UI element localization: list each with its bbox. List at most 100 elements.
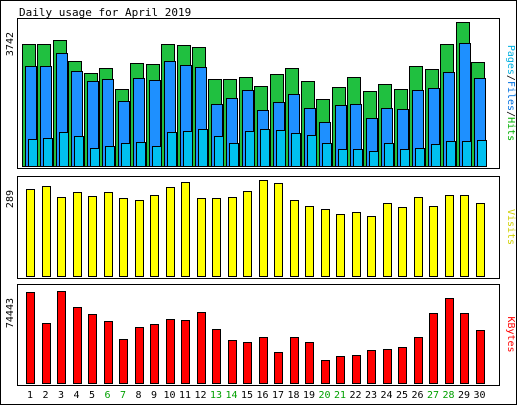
bar-pages-day-4	[74, 136, 84, 167]
hits-legend-part: Hits	[505, 117, 516, 141]
hits-legend-label: Pages/Files/Hits	[505, 45, 516, 141]
x-tick-label: 21	[334, 390, 346, 401]
bar-pages-day-28	[446, 141, 456, 167]
bar-pages-day-13	[214, 136, 224, 167]
bar-pages-day-12	[198, 129, 208, 167]
x-tick-label: 9	[151, 390, 157, 401]
bar-pages-day-14	[229, 143, 239, 167]
bar-kbytes-day-17	[274, 352, 283, 384]
bar-kbytes-day-1	[26, 292, 35, 384]
bar-kbytes-day-8	[135, 327, 144, 384]
series-visits-bars	[26, 180, 485, 277]
bar-pages-day-11	[183, 131, 193, 167]
bar-visits-day-26	[414, 197, 423, 277]
bar-kbytes-day-16	[259, 337, 268, 384]
bar-visits-day-19	[305, 206, 314, 277]
bar-pages-day-30	[477, 140, 487, 167]
bar-visits-day-5	[88, 196, 97, 277]
bar-pages-day-1	[28, 139, 38, 167]
hits-panel-frame	[17, 18, 500, 169]
bar-kbytes-day-2	[42, 323, 51, 384]
x-tick-label: 15	[241, 390, 253, 401]
x-tick-label: 13	[210, 390, 222, 401]
visits-legend-label: Visits	[505, 209, 516, 245]
x-tick-label: 17	[272, 390, 284, 401]
bar-kbytes-day-3	[57, 291, 66, 384]
bar-kbytes-day-4	[73, 307, 82, 384]
bar-visits-day-18	[290, 200, 299, 277]
x-tick-label: 24	[380, 390, 392, 401]
bar-visits-day-3	[57, 197, 66, 277]
bar-pages-day-10	[167, 132, 177, 167]
x-tick-label: 18	[287, 390, 299, 401]
bar-visits-day-25	[398, 207, 407, 277]
bar-kbytes-day-29	[460, 313, 469, 384]
kbytes-max-label: 74443	[5, 298, 16, 328]
bar-pages-day-8	[136, 142, 146, 167]
bar-kbytes-day-19	[305, 342, 314, 384]
x-tick-label: 8	[135, 390, 141, 401]
x-tick-label: 25	[396, 390, 408, 401]
kbytes-panel: 74443 KBytes	[5, 284, 516, 386]
bar-kbytes-day-14	[228, 340, 237, 384]
hits-legend-part: /	[505, 75, 516, 81]
bar-kbytes-day-18	[290, 337, 299, 384]
x-tick-label: 23	[365, 390, 377, 401]
bar-pages-day-2	[43, 138, 53, 167]
bar-visits-day-20	[321, 209, 330, 277]
bar-kbytes-day-25	[398, 347, 407, 384]
x-tick-label: 30	[473, 390, 485, 401]
bar-visits-day-12	[197, 198, 206, 277]
chart-title: Daily usage for April 2019	[19, 6, 191, 19]
bar-pages-day-21	[338, 149, 348, 167]
x-tick-label: 4	[73, 390, 79, 401]
bar-pages-day-20	[322, 143, 332, 167]
x-tick-label: 12	[194, 390, 206, 401]
bar-kbytes-day-9	[150, 324, 159, 384]
x-tick-label: 29	[458, 390, 470, 401]
bar-pages-day-9	[152, 146, 162, 167]
hits-legend-part: /	[505, 111, 516, 117]
x-tick-label: 2	[42, 390, 48, 401]
kbytes-legend-part: KBytes	[505, 316, 516, 352]
bar-visits-day-13	[212, 198, 221, 277]
bar-kbytes-day-24	[383, 349, 392, 384]
x-tick-label: 1	[27, 390, 33, 401]
bar-kbytes-day-27	[429, 313, 438, 384]
x-tick-label: 7	[120, 390, 126, 401]
bar-pages-day-22	[353, 149, 363, 167]
bar-pages-day-3	[59, 132, 69, 167]
bar-kbytes-day-22	[352, 355, 361, 384]
series-kbytes-bars	[26, 291, 485, 384]
bar-pages-day-24	[384, 143, 394, 167]
kbytes-legend-label: KBytes	[505, 316, 516, 352]
bar-visits-day-17	[274, 183, 283, 277]
hits-max-label: 3742	[5, 32, 16, 56]
bar-visits-day-22	[352, 212, 361, 277]
bar-pages-day-25	[400, 149, 410, 167]
x-tick-label: 26	[411, 390, 423, 401]
bar-pages-day-26	[415, 148, 425, 167]
hits-legend-part: Pages	[505, 45, 516, 75]
x-tick-label: 22	[349, 390, 361, 401]
bar-visits-day-11	[181, 182, 190, 277]
visits-panel: 289 Visits	[5, 176, 516, 279]
bar-visits-day-21	[336, 214, 345, 277]
series-pages-bars	[28, 129, 487, 167]
bar-pages-day-6	[105, 146, 115, 167]
kbytes-panel-frame	[17, 284, 500, 386]
bar-kbytes-day-20	[321, 360, 330, 384]
x-tick-label: 27	[427, 390, 439, 401]
hits-panel: 3742 Pages/Files/Hits	[5, 18, 516, 169]
bar-visits-day-27	[429, 206, 438, 277]
bar-kbytes-day-30	[476, 330, 485, 384]
bar-visits-day-10	[166, 187, 175, 277]
bar-kbytes-day-12	[197, 312, 206, 384]
bar-pages-day-17	[276, 130, 286, 167]
bar-kbytes-day-28	[445, 298, 454, 384]
x-tick-label: 19	[303, 390, 315, 401]
x-tick-label: 5	[89, 390, 95, 401]
bar-visits-day-29	[460, 195, 469, 277]
x-tick-label: 16	[256, 390, 268, 401]
